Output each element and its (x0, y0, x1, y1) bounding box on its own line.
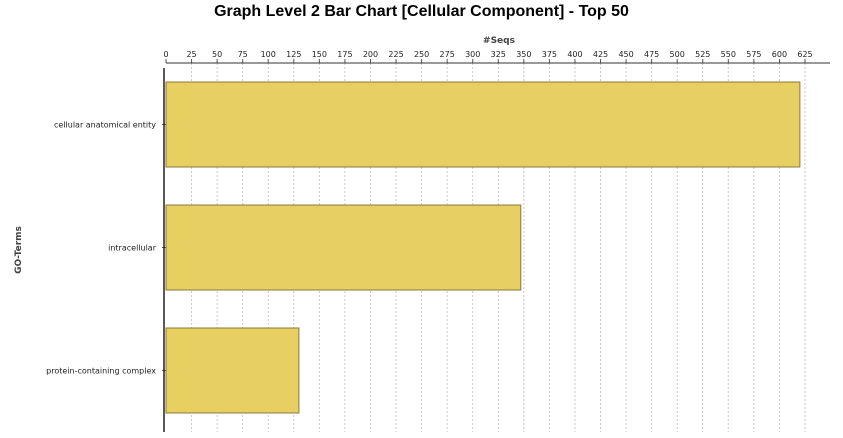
axes (163, 62, 830, 432)
x-tick-label: 525 (695, 50, 710, 59)
x-tick-label: 600 (772, 50, 787, 59)
x-tick-label: 400 (567, 50, 582, 59)
category-label: intracellular (108, 244, 157, 253)
bar (165, 81, 801, 168)
x-tick-label: 50 (212, 50, 222, 59)
x-tick-label: 125 (286, 50, 301, 59)
x-tick-label: 150 (312, 50, 327, 59)
bar (165, 327, 300, 414)
bars (165, 81, 801, 414)
chart-title: Graph Level 2 Bar Chart [Cellular Compon… (214, 3, 629, 20)
x-tick-label: 425 (593, 50, 608, 59)
x-tick-label: 300 (465, 50, 480, 59)
x-tick-label: 25 (186, 50, 196, 59)
category-labels: cellular anatomical entity intracellular p… (46, 121, 166, 376)
category-label: protein-containing complex (46, 367, 156, 376)
x-tick-label: 225 (388, 50, 403, 59)
x-tick-label: 200 (363, 50, 378, 59)
y-axis-title: GO-Terms (14, 226, 24, 274)
category-label: cellular anatomical entity (54, 121, 156, 130)
x-tick-label: 325 (491, 50, 506, 59)
x-tick-label: 350 (516, 50, 531, 59)
bar (165, 204, 522, 291)
x-tick-label: 375 (542, 50, 557, 59)
x-tick-label: 475 (644, 50, 659, 59)
x-tick-label: 450 (618, 50, 633, 59)
x-tick-label: 100 (261, 50, 276, 59)
x-tick-label: 575 (746, 50, 761, 59)
x-tick-label: 75 (238, 50, 248, 59)
x-axis-title: #Seqs (483, 36, 515, 46)
x-tick-label: 275 (440, 50, 455, 59)
x-tick-label: 250 (414, 50, 429, 59)
x-tick-label: 0 (163, 50, 168, 59)
x-tick-label: 500 (670, 50, 685, 59)
x-axis-ticks: 0 25 50 75 100 125 150 175 200 225 250 275 300 325 350… (163, 50, 813, 63)
x-tick-label: 550 (721, 50, 736, 59)
x-tick-label: 625 (797, 50, 812, 59)
x-tick-label: 175 (337, 50, 352, 59)
